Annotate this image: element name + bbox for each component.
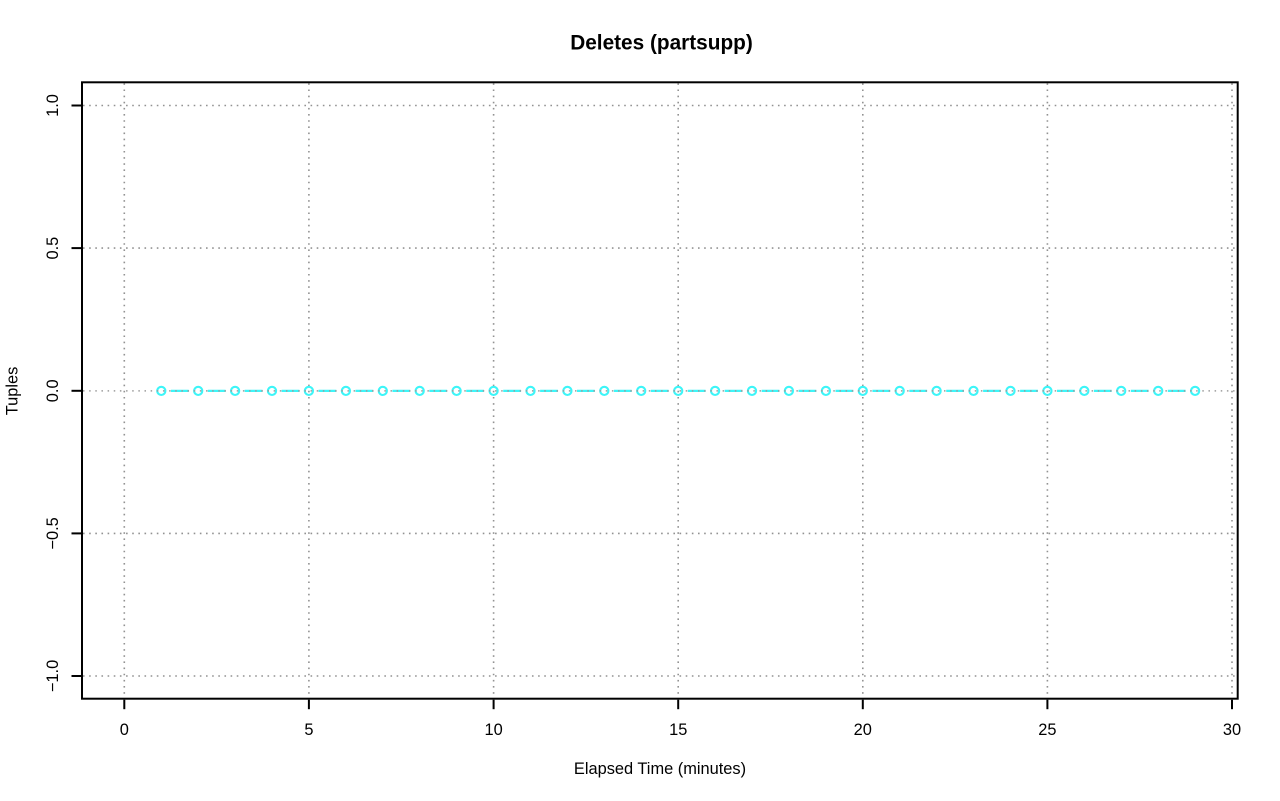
svg-text:30: 30 [1223,721,1241,739]
svg-text:0.0: 0.0 [44,379,62,402]
svg-text:−1.0: −1.0 [44,660,62,692]
svg-text:10: 10 [484,721,502,739]
svg-text:Deletes (partsupp): Deletes (partsupp) [570,31,753,54]
svg-text:5: 5 [304,721,313,739]
svg-text:15: 15 [669,721,687,739]
svg-text:Elapsed Time (minutes): Elapsed Time (minutes) [574,760,746,778]
svg-text:1.0: 1.0 [44,94,62,117]
svg-text:Tuples: Tuples [4,367,22,416]
svg-text:0.5: 0.5 [44,237,62,260]
svg-text:−0.5: −0.5 [44,517,62,549]
svg-text:20: 20 [854,721,872,739]
svg-text:25: 25 [1038,721,1056,739]
svg-text:0: 0 [120,721,129,739]
